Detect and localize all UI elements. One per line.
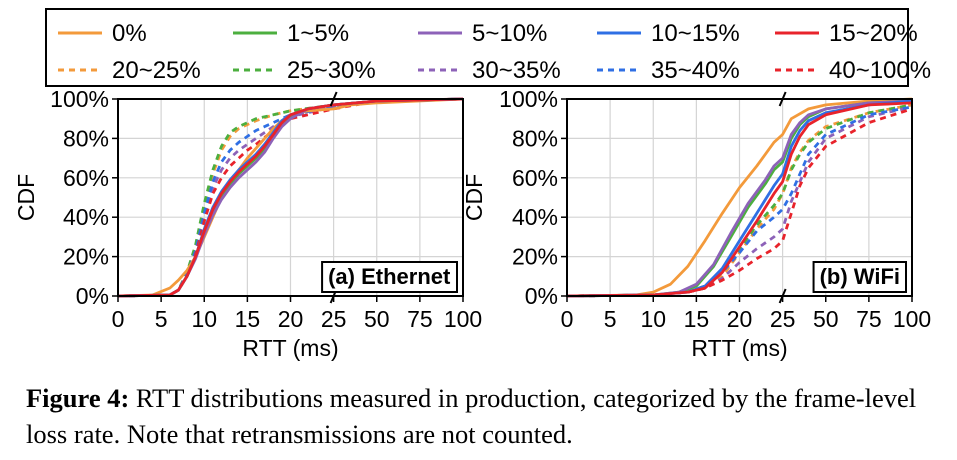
ethernet-ytick-label: 40% — [63, 204, 109, 230]
wifi-ytick-label: 100% — [499, 86, 558, 112]
legend-15-20pct-label: 15~20% — [829, 20, 918, 47]
legend-25-30pct-label: 25~30% — [287, 57, 376, 84]
ethernet-xtick-label: 20 — [278, 306, 304, 332]
ethernet-xtick-label: 15 — [235, 306, 261, 332]
caption-text: RTT distributions measured in production… — [26, 383, 916, 449]
ethernet-xtick-label: 10 — [191, 306, 217, 332]
legend-5-10pct-label: 5~10% — [472, 20, 547, 47]
wifi-panel-title: (b) WiFi — [814, 262, 906, 292]
ethernet-y-axis-label: CDF — [13, 174, 39, 221]
wifi-xtick-label: 15 — [684, 306, 710, 332]
wifi-panel-title-text: (b) WiFi — [820, 264, 900, 289]
legend-0pct-label: 0% — [112, 20, 147, 47]
legend-10-15pct-label: 10~15% — [651, 20, 740, 47]
caption-label: Figure 4: — [26, 383, 129, 413]
ethernet-xtick-label: 50 — [364, 306, 390, 332]
wifi-xtick-label: 20 — [727, 306, 753, 332]
ethernet-xtick-label: 5 — [155, 306, 168, 332]
panel-ethernet: 0 5 10 15 20 25 50 75 100 0% 20% 40% 60% 80% 100% RTT (… — [13, 86, 482, 361]
legend: 0% 1~5% 5~10% 10~15% 15~20% 20~25% 25~30% 30~35… — [46, 9, 931, 86]
ethernet-panel-title-text: (a) Ethernet — [328, 264, 451, 289]
wifi-ytick-label: 80% — [512, 125, 558, 151]
legend-20-25pct-label: 20~25% — [112, 57, 201, 84]
wifi-x-axis-label: RTT (ms) — [691, 335, 787, 361]
legend-1-5pct-label: 1~5% — [287, 20, 349, 47]
wifi-xtick-label: 75 — [856, 306, 882, 332]
wifi-ytick-label: 60% — [512, 165, 558, 191]
legend-35-40pct-label: 35~40% — [651, 57, 740, 84]
wifi-xtick-label: 0 — [561, 306, 574, 332]
ethernet-xtick-label: 75 — [407, 306, 433, 332]
figure-caption: Figure 4: RTT distributions measured in … — [26, 380, 946, 452]
ethernet-panel-title: (a) Ethernet — [322, 262, 457, 292]
ethernet-xtick-label: 0 — [112, 306, 125, 332]
ethernet-xtick-label: 100 — [444, 306, 482, 332]
wifi-xtick-label: 5 — [604, 306, 617, 332]
wifi-y-axis-label: CDF — [461, 174, 487, 221]
wifi-xtick-label: 100 — [893, 306, 931, 332]
wifi-ytick-label: 20% — [512, 244, 558, 270]
figure: 0% 1~5% 5~10% 10~15% 15~20% 20~25% 25~30% 30~35… — [0, 0, 957, 380]
wifi-ytick-label: 40% — [512, 204, 558, 230]
ethernet-ytick-label: 0% — [76, 283, 109, 309]
wifi-xtick-label: 50 — [813, 306, 839, 332]
ethernet-ytick-label: 60% — [63, 165, 109, 191]
legend-40-100pct-label: 40~100% — [829, 57, 931, 84]
ethernet-x-axis-label: RTT (ms) — [242, 335, 338, 361]
wifi-ytick-label: 0% — [525, 283, 558, 309]
wifi-xtick-label: 25 — [770, 306, 796, 332]
wifi-xtick-label: 10 — [640, 306, 666, 332]
panel-wifi: 0 5 10 15 20 25 50 75 100 0% 20% 40% 60% 80% 100% RTT (… — [461, 86, 931, 361]
ethernet-ytick-label: 20% — [63, 244, 109, 270]
ethernet-xtick-label: 25 — [321, 306, 347, 332]
ethernet-ytick-label: 100% — [50, 86, 109, 112]
legend-30-35pct-label: 30~35% — [472, 57, 561, 84]
ethernet-ytick-label: 80% — [63, 125, 109, 151]
